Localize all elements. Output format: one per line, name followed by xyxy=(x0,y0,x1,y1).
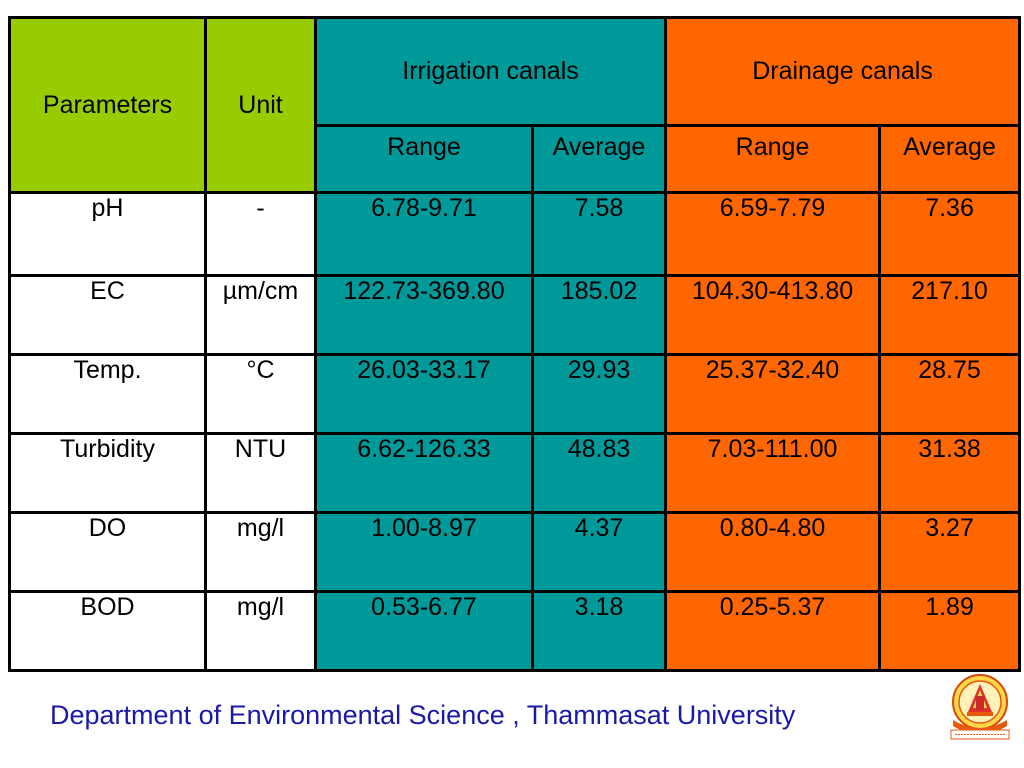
irrigation-average-header: Average xyxy=(530,124,668,194)
irrigation-average-cell: 3.18 xyxy=(530,590,668,672)
drainage-range-cell: 0.25-5.37 xyxy=(664,590,882,672)
footer-department-text: Department of Environmental Science , Th… xyxy=(50,700,796,730)
unit-cell: NTU xyxy=(204,432,317,514)
unit-cell: µm/cm xyxy=(204,274,317,356)
table-row: DO mg/l 1.00-8.97 4.37 0.80-4.80 3.27 xyxy=(8,511,1022,593)
table-row: pH - 6.78-9.71 7.58 6.59-7.79 7.36 xyxy=(8,191,1022,277)
parameters-header: Parameters xyxy=(8,16,207,194)
irrigation-canals-header: Irrigation canals xyxy=(313,16,668,127)
unit-cell: - xyxy=(204,191,317,277)
parameter-cell: Temp. xyxy=(8,353,207,435)
header-row-1: Parameters Unit Irrigation canals Draina… xyxy=(8,16,1022,194)
drainage-range-cell: 25.37-32.40 xyxy=(664,353,882,435)
irrigation-average-cell: 185.02 xyxy=(530,274,668,356)
parameter-cell: Turbidity xyxy=(8,432,207,514)
irrigation-range-cell: 1.00-8.97 xyxy=(314,511,534,593)
drainage-average-cell: 1.89 xyxy=(878,590,1022,672)
parameter-cell: EC xyxy=(8,274,207,356)
drainage-range-cell: 104.30-413.80 xyxy=(664,274,882,356)
drainage-average-header: Average xyxy=(878,124,1022,194)
unit-cell: mg/l xyxy=(204,590,317,672)
parameter-cell: DO xyxy=(8,511,207,593)
water-quality-table: Parameters Unit Irrigation canals Draina… xyxy=(8,16,1022,672)
unit-header: Unit xyxy=(204,16,317,194)
drainage-range-cell: 6.59-7.79 xyxy=(664,191,882,277)
irrigation-average-cell: 4.37 xyxy=(530,511,668,593)
drainage-range-cell: 7.03-111.00 xyxy=(664,432,882,514)
header-row-2: Range Average Range Average xyxy=(10,124,1022,194)
drainage-canals-header: Drainage canals xyxy=(664,16,1022,127)
table-row: BOD mg/l 0.53-6.77 3.18 0.25-5.37 1.89 xyxy=(8,590,1022,672)
irrigation-range-cell: 6.78-9.71 xyxy=(314,191,534,277)
table-row: Temp. °C 26.03-33.17 29.93 25.37-32.40 2… xyxy=(8,353,1022,435)
drainage-average-cell: 217.10 xyxy=(878,274,1022,356)
irrigation-average-cell: 7.58 xyxy=(530,191,668,277)
irrigation-range-cell: 122.73-369.80 xyxy=(314,274,534,356)
drainage-average-cell: 28.75 xyxy=(878,353,1022,435)
irrigation-average-cell: 29.93 xyxy=(530,353,668,435)
unit-cell: °C xyxy=(204,353,317,435)
irrigation-range-cell: 6.62-126.33 xyxy=(314,432,534,514)
irrigation-range-header: Range xyxy=(314,124,534,194)
table-row: Turbidity NTU 6.62-126.33 48.83 7.03-111… xyxy=(8,432,1022,514)
drainage-average-cell: 31.38 xyxy=(878,432,1022,514)
drainage-range-header: Range xyxy=(664,124,882,194)
drainage-average-cell: 3.27 xyxy=(878,511,1022,593)
unit-cell: mg/l xyxy=(204,511,317,593)
irrigation-average-cell: 48.83 xyxy=(530,432,668,514)
drainage-range-cell: 0.80-4.80 xyxy=(664,511,882,593)
irrigation-range-cell: 26.03-33.17 xyxy=(314,353,534,435)
irrigation-range-cell: 0.53-6.77 xyxy=(314,590,534,672)
table-row: EC µm/cm 122.73-369.80 185.02 104.30-413… xyxy=(8,274,1022,356)
parameter-cell: BOD xyxy=(8,590,207,672)
thammasat-university-seal-icon xyxy=(945,672,1015,740)
drainage-average-cell: 7.36 xyxy=(878,191,1022,277)
parameter-cell: pH xyxy=(8,191,207,277)
